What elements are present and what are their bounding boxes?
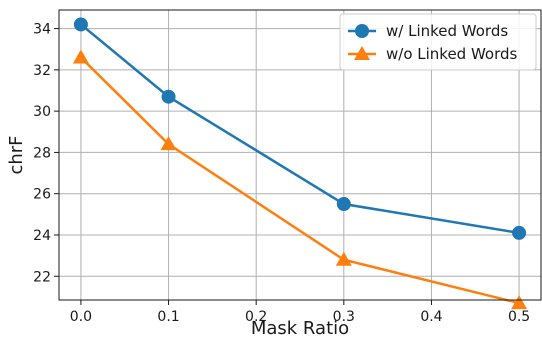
y-tick-label: 32 <box>33 63 51 79</box>
y-axis-label: chrF <box>6 135 27 174</box>
x-tick-label: 0.0 <box>70 309 92 325</box>
x-tick-labels: 0.0 0.1 0.2 0.3 0.4 0.5 <box>70 300 530 325</box>
y-tick-label: 34 <box>33 22 51 38</box>
x-tick-label: 0.5 <box>508 309 530 325</box>
plot-frame <box>58 9 542 301</box>
legend-label-linked: w/ Linked Words <box>386 22 508 40</box>
x-tick-label: 0.4 <box>420 309 442 325</box>
data-point-circle <box>512 225 527 240</box>
x-axis-label: Mask Ratio <box>251 318 349 339</box>
data-point-triangle <box>160 136 177 151</box>
y-tick-label: 24 <box>33 228 51 244</box>
data-point-triangle <box>511 295 528 310</box>
series-line-1 <box>80 56 520 305</box>
y-tick-label: 26 <box>33 187 51 203</box>
data-point-circle <box>73 17 88 32</box>
data-point-triangle <box>335 251 352 266</box>
legend-box <box>339 13 537 71</box>
y-tick-labels: 22 24 26 28 30 32 34 <box>33 22 59 285</box>
y-tick-label: 28 <box>33 145 51 161</box>
data-point-circle <box>336 197 351 212</box>
x-tick-label: 0.1 <box>157 309 179 325</box>
data-point-triangle <box>72 49 89 64</box>
y-tick-label: 30 <box>33 104 51 120</box>
x-tick-label: 0.3 <box>333 309 355 325</box>
data-point-circle <box>161 89 176 104</box>
x-tick-label: 0.2 <box>245 309 267 325</box>
legend: w/ Linked Words w/o Linked Words <box>339 13 537 71</box>
legend-label-no-linked: w/o Linked Words <box>386 45 518 63</box>
legend-marker-linked <box>355 24 369 38</box>
legend-marker-no-linked <box>354 46 370 60</box>
y-tick-label: 22 <box>33 269 51 285</box>
series-lines <box>72 17 528 310</box>
series-line-0 <box>80 23 520 235</box>
